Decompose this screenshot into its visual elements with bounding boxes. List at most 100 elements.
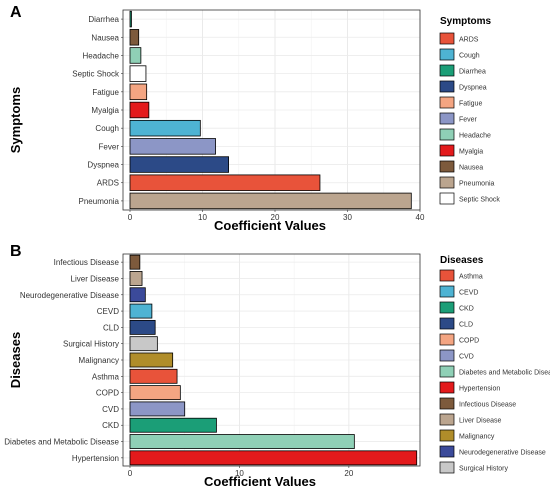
panel-a-legend-label: Fatigue — [459, 101, 482, 108]
panel-a-bar — [129, 174, 321, 191]
panel-b-legend-label: Diabetes and Metabolic Disease — [459, 370, 550, 377]
panel-b-legend-title: Diseases — [440, 255, 484, 266]
panel-a-category-label: Diarrhea — [88, 15, 119, 24]
panel-a-category-label: Dyspnea — [87, 161, 119, 170]
panel-b-category-label: CVD — [102, 405, 119, 414]
panel-a-category-label: Nausea — [91, 33, 119, 42]
panel-a-category-label: Myalgia — [91, 106, 119, 115]
panel-b-legend-swatch — [439, 413, 455, 426]
panel-b-legend-swatch — [439, 301, 455, 314]
panel-b-category-label: Surgical History — [63, 340, 119, 349]
panel-a-bar — [129, 192, 412, 210]
panel-a-x-tick-label: 10 — [198, 213, 207, 222]
panel-b-x-tick-label: 0 — [128, 469, 133, 478]
panel-b-legend-label: Infectious Disease — [459, 402, 516, 409]
panel-b-category-label: Asthma — [92, 372, 120, 381]
panel-b-category-label: Neurodegenerative Disease — [20, 291, 120, 300]
panel-a-legend-swatch — [439, 48, 455, 61]
panel-b-legend-swatch — [439, 285, 455, 298]
panel-b-legend-label: CVD — [459, 354, 474, 361]
panel-b-category-label: Hypertension — [72, 454, 119, 463]
panel-a-category-label: Fever — [99, 142, 120, 151]
panel-a-plot-border — [122, 9, 421, 211]
panel-a-legend: ARDS Cough Diarrhea Dyspnea Fatigue Fever Head… — [439, 32, 500, 205]
panel-a-xlabel: Coefficient Values — [214, 218, 326, 233]
panel-a-x-tick-label: 40 — [416, 213, 425, 222]
panel-b-category-label: COPD — [96, 389, 119, 398]
panel-a-legend-swatch — [439, 144, 455, 157]
panel-b-bar — [129, 434, 355, 449]
panel-b-bar — [129, 417, 217, 433]
panel-a-legend-label: Nausea — [459, 165, 483, 172]
panel-b-bar — [129, 352, 174, 368]
panel-a-letter: A — [10, 4, 22, 21]
panel-b-bar — [129, 401, 186, 417]
panel-b-category-label: CKD — [102, 421, 119, 430]
panel-a-legend-swatch — [439, 128, 455, 141]
panel-a-legend-swatch — [439, 192, 455, 205]
panel-b-legend-swatch — [439, 429, 455, 442]
panel-b-legend-label: Hypertension — [459, 386, 500, 393]
panel-a-legend-label: ARDS — [459, 37, 479, 44]
panel-b-letter: B — [10, 243, 22, 260]
panel-b-category-label: CLD — [103, 323, 119, 332]
panel-b-category-label: Malignancy — [79, 356, 119, 365]
panel-a-legend-label: Pneumonia — [459, 181, 495, 188]
panel-b-plot: 0 10 20 Infectious Disease Liver Disease Neur… — [4, 253, 421, 478]
panel-a-x-tick-label: 20 — [271, 213, 280, 222]
panel-b-legend-label: Liver Disease — [459, 418, 502, 425]
panel-b-legend-label: Neurodegenerative Disease — [459, 450, 546, 457]
panel-b-legend-label: CKD — [459, 306, 474, 313]
panel-b-plot-border — [122, 253, 421, 467]
panel-b-legend-label: Asthma — [459, 274, 483, 281]
panel-a-legend-swatch — [439, 32, 455, 45]
panel-a-bar — [129, 156, 229, 173]
panel-a-x-tick-label: 30 — [343, 213, 352, 222]
panel-b-legend-swatch — [439, 365, 455, 378]
panel-a-legend-label: Diarrhea — [459, 69, 486, 76]
panel-a-bar — [129, 83, 148, 101]
panel-b-bar — [129, 287, 146, 303]
panel-a-ylabel: Symptoms — [8, 87, 23, 153]
panel-a-bar — [129, 119, 201, 137]
panel-b-bar — [129, 303, 153, 319]
panel-b-legend-swatch — [439, 333, 455, 346]
panel-a-legend-swatch — [439, 64, 455, 77]
panel-a-category-label: Septic Shock — [72, 70, 120, 79]
panel-b-bar — [129, 319, 156, 335]
panel-b-legend-label: Malignancy — [459, 434, 495, 441]
panel-a-plot: 0 10 20 30 40 Diarrhea Nausea Headache Septic Sh… — [72, 9, 425, 222]
panel-a-legend-label: Dyspnea — [459, 85, 487, 92]
panel-a-bar — [129, 47, 142, 64]
panel-a-bar — [129, 65, 147, 82]
panel-b-bar — [129, 271, 143, 286]
panel-b-legend-label: COPD — [459, 338, 479, 345]
panel-b-legend: Asthma CEVD CKD CLD COPD CVD Diabetes and Meta… — [439, 269, 550, 474]
panel-a-category-label: ARDS — [97, 179, 119, 188]
panel-a-legend-label: Myalgia — [459, 149, 483, 156]
panel-a-bar — [129, 10, 132, 28]
panel-a-bar — [129, 29, 140, 46]
panel-a-legend-swatch — [439, 176, 455, 189]
panel-b-bar — [129, 254, 141, 270]
panel-b-legend-label: CEVD — [459, 290, 478, 297]
panel-b-ylabel: Diseases — [8, 332, 23, 388]
panel-a-legend-swatch — [439, 96, 455, 109]
panel-b-x-tick-label: 20 — [344, 469, 353, 478]
panel-b-legend-label: Surgical History — [459, 466, 509, 473]
panel-b-category-label: CEVD — [97, 307, 119, 316]
panel-b-legend-swatch — [439, 349, 455, 362]
panel-a-legend-swatch — [439, 160, 455, 173]
panel-a-legend-label: Septic Shock — [459, 197, 500, 204]
panel-a-category-label: Headache — [83, 51, 120, 60]
panel-b-legend-swatch — [439, 445, 455, 458]
panel-a-bar — [129, 101, 150, 119]
panel-a-x-tick-label: 0 — [128, 213, 133, 222]
panel-b-xlabel: Coefficient Values — [204, 474, 316, 489]
panel-a-legend-label: Headache — [459, 133, 491, 140]
panel-b-legend-swatch — [439, 381, 455, 394]
panel-a-bar — [129, 138, 216, 155]
panel-b-legend-swatch — [439, 317, 455, 330]
panel-b-bar — [129, 450, 418, 466]
panel-a-legend-swatch — [439, 80, 455, 93]
